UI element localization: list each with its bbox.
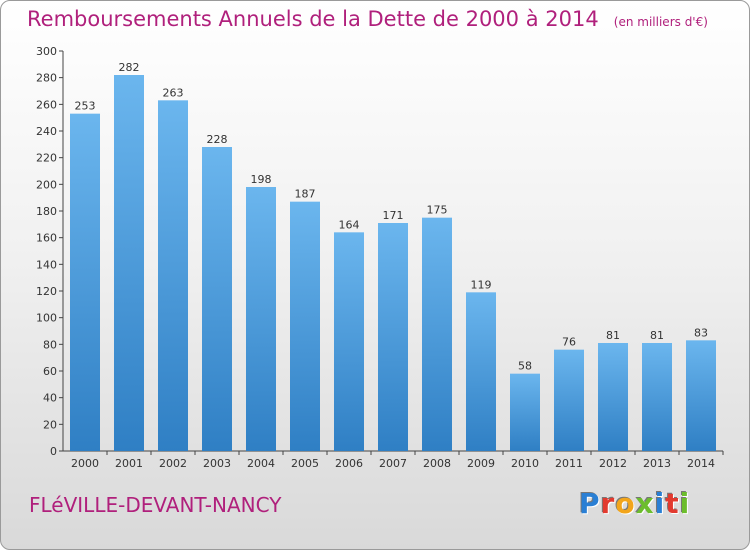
bar-value-label: 282 [119,61,140,74]
x-tick-label: 2008 [423,457,451,470]
bar-value-label: 58 [518,360,532,373]
logo-letter: t [665,487,680,520]
x-tick-label: 2003 [203,457,231,470]
y-tick-label: 180 [36,205,57,218]
bar-value-label: 253 [75,100,96,113]
y-tick-label: 240 [36,125,57,138]
y-tick-label: 160 [36,232,57,245]
x-tick-label: 2011 [555,457,583,470]
y-tick-label: 0 [50,445,57,458]
bar-value-label: 198 [251,173,272,186]
y-tick-label: 260 [36,98,57,111]
y-tick-label: 200 [36,178,57,191]
bar [422,217,452,451]
y-tick-label: 120 [36,285,57,298]
x-tick-label: 2002 [159,457,187,470]
x-tick-label: 2012 [599,457,627,470]
logo-letter: o [615,487,636,520]
chart-title: Remboursements Annuels de la Dette de 20… [27,7,599,31]
x-tick-label: 2014 [687,457,715,470]
x-axis: 2000 2001 2002 2003 2004 2005 2006 2007 2008 2009… [63,450,724,470]
y-tick-label: 140 [36,258,57,271]
logo-letter: i [654,487,666,520]
bar [554,349,584,451]
y-tick-label: 40 [43,392,57,405]
bar-value-label: 76 [562,336,576,349]
bar [246,187,276,451]
bar-value-label: 164 [339,218,360,231]
bar [510,373,540,451]
bar-value-label: 81 [650,329,664,342]
bar-value-label: 263 [163,86,184,99]
bar [158,100,188,451]
bar [378,223,408,451]
chart-subtitle: (en milliers d'€) [613,15,708,29]
logo-letter: x [635,487,655,520]
y-tick-label: 220 [36,152,57,165]
y-tick-label: 20 [43,418,57,431]
bar [642,343,672,451]
bar [466,292,496,451]
bar [114,75,144,451]
proxiti-logo: Proxiti [579,487,690,520]
x-tick-label: 2001 [115,457,143,470]
bar-value-label: 175 [427,204,448,217]
bar [686,340,716,451]
bar [70,113,100,452]
x-tick-label: 2000 [71,457,99,470]
logo-letter: r [600,487,616,520]
bar-value-label: 228 [207,133,228,146]
commune-name: FLéVILLE-DEVANT-NANCY [29,493,282,517]
chart-title-row: Remboursements Annuels de la Dette de 20… [27,7,708,31]
y-axis: 0 20 40 60 80 100 120 140 160 180 200 220 240 260 280 3… [36,45,64,458]
x-tick-label: 2006 [335,457,363,470]
bar-value-label: 119 [471,278,492,291]
y-tick-label: 60 [43,365,57,378]
logo-letter: P [579,487,601,520]
y-tick-label: 80 [43,338,57,351]
value-labels: 253 282 263 228 198 187 164 171 175 119 58 76 81 81 83 [75,61,709,373]
bar-value-label: 83 [694,326,708,339]
x-tick-label: 2010 [511,457,539,470]
x-tick-label: 2013 [643,457,671,470]
x-tick-label: 2004 [247,457,275,470]
x-tick-label: 2005 [291,457,319,470]
x-tick-label: 2007 [379,457,407,470]
logo-letter: i [679,487,691,520]
bar-value-label: 81 [606,329,620,342]
bars [70,75,716,452]
y-tick-label: 100 [36,312,57,325]
y-tick-label: 300 [36,45,57,58]
bar [202,147,232,451]
bar [334,232,364,451]
bar-value-label: 171 [383,209,404,222]
x-tick-label: 2009 [467,457,495,470]
bar [598,343,628,451]
bar-value-label: 187 [295,188,316,201]
y-tick-label: 280 [36,72,57,85]
bar [290,201,320,451]
